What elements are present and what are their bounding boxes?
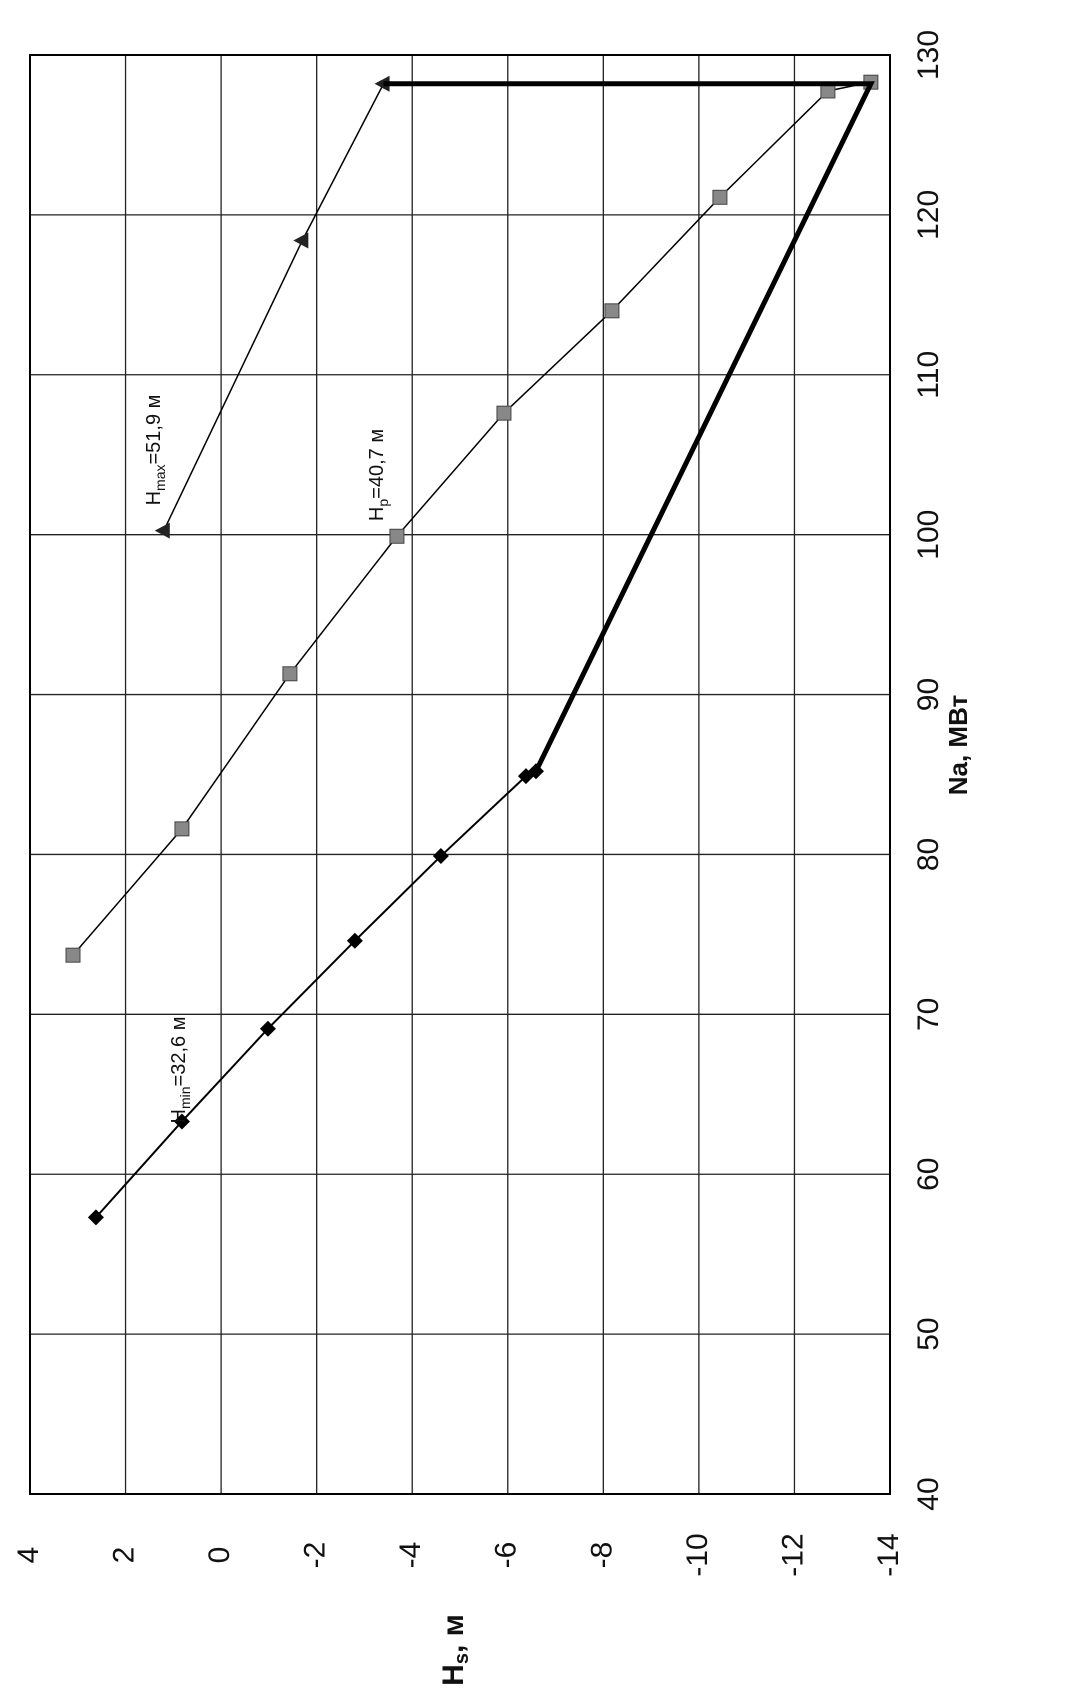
plot-frame — [29, 54, 891, 1495]
x-axis-label: Na, МВт — [943, 694, 973, 795]
annotation-part: min — [177, 1086, 193, 1109]
point — [259, 1020, 276, 1037]
annotation-part: max — [152, 465, 168, 491]
x-tick-label: 60 — [912, 1158, 945, 1191]
annotation-part: p — [375, 499, 391, 507]
y-axis-label: Hs, м — [437, 1614, 473, 1686]
y-label-sub: s — [451, 1653, 473, 1664]
x-tick-label: 80 — [912, 838, 945, 871]
annotation-part: =32,6 м — [168, 1017, 190, 1087]
annotation: Hmax=51,9 м — [143, 395, 167, 506]
x-tick-label: 130 — [912, 30, 945, 80]
x-tick-label: 50 — [912, 1317, 945, 1350]
point — [374, 75, 390, 92]
x-tick-label: 120 — [912, 190, 945, 240]
annotation: Hp=40,7 м — [366, 429, 390, 521]
annotation-part: H — [143, 491, 165, 505]
point — [432, 848, 449, 865]
x-tick-label: 110 — [912, 351, 945, 399]
y-tick-label: -12 — [776, 1533, 809, 1576]
annotation-part: =51,9 м — [143, 395, 165, 465]
y-tick-label: 2 — [107, 1547, 140, 1564]
point — [346, 932, 363, 949]
y-tick-label: -4 — [394, 1542, 427, 1569]
y-tick-label: -2 — [299, 1542, 332, 1569]
series-line — [163, 83, 385, 531]
point — [604, 303, 620, 319]
point — [173, 1113, 190, 1130]
x-tick-label: 40 — [912, 1477, 945, 1510]
y-tick-label: 4 — [12, 1547, 45, 1564]
point — [712, 189, 728, 205]
point — [174, 821, 190, 837]
annotation-part: =40,7 м — [366, 429, 388, 499]
y-tick-label: -8 — [585, 1542, 618, 1569]
y-label-part: , м — [437, 1614, 470, 1653]
x-tick-label: 100 — [912, 510, 945, 560]
x-tick-label: 70 — [912, 998, 945, 1031]
annotation-part: H — [366, 507, 388, 521]
point — [154, 522, 170, 539]
point — [282, 666, 298, 682]
point — [496, 405, 512, 421]
annotation: Hmin=32,6 м — [168, 1017, 192, 1124]
point — [389, 528, 405, 544]
y-tick-label: 0 — [203, 1547, 236, 1564]
x-tick-label: 90 — [912, 678, 945, 711]
y-tick-label: -10 — [681, 1533, 714, 1576]
point — [293, 232, 309, 249]
point — [87, 1209, 104, 1226]
series-line — [95, 770, 537, 1219]
y-tick-label: -6 — [490, 1542, 523, 1569]
series-line — [72, 81, 872, 956]
series-line — [383, 81, 875, 773]
y-label-part: H — [437, 1664, 470, 1686]
annotation-part: H — [168, 1109, 190, 1123]
point — [65, 947, 81, 963]
y-tick-label: -14 — [872, 1533, 905, 1576]
